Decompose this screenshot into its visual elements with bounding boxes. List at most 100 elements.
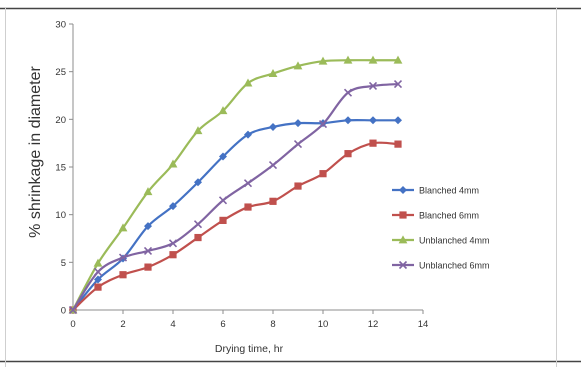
data-point	[318, 56, 328, 65]
legend: Blanched 4mm Blanched 6mm Unblanched 4mm Un…	[392, 186, 490, 271]
y-tick-label: 20	[55, 115, 66, 126]
data-point-stroke	[268, 161, 278, 170]
data-point	[368, 81, 378, 91]
data-point-stroke	[143, 246, 153, 255]
data-point	[194, 233, 202, 242]
data-point	[369, 139, 377, 147]
x-tick-label: 0	[70, 319, 75, 330]
data-point	[399, 186, 407, 194]
series-unblanched-4mm	[68, 55, 403, 314]
data-point	[193, 220, 203, 229]
data-point	[319, 170, 327, 178]
x-tick-label: 10	[318, 319, 329, 330]
data-point-stroke	[293, 140, 303, 149]
legend-item: Unblanched 6mm	[392, 261, 490, 271]
series-blanched-4mm	[69, 116, 402, 314]
data-point	[219, 216, 227, 224]
data-point	[168, 239, 178, 248]
data-point	[293, 61, 303, 70]
x-tick-label: 12	[368, 319, 379, 330]
legend-label: Blanched 4mm	[419, 186, 479, 196]
data-point	[93, 258, 103, 267]
data-point	[269, 197, 277, 205]
data-point	[269, 122, 277, 131]
data-point	[369, 116, 377, 125]
data-point-stroke	[343, 88, 353, 97]
legend-label: Unblanched 6mm	[419, 261, 490, 271]
data-point-stroke	[368, 81, 378, 91]
data-point-stroke	[168, 239, 178, 248]
x-tick-label: 8	[270, 319, 275, 330]
data-point	[368, 55, 378, 64]
data-point-stroke	[393, 79, 403, 89]
data-point	[393, 79, 403, 89]
series-layer	[68, 55, 403, 315]
data-point	[343, 88, 353, 97]
data-point	[293, 140, 303, 149]
x-tick-label: 2	[120, 319, 125, 330]
data-point	[218, 196, 228, 205]
data-point	[94, 275, 102, 284]
data-point	[393, 55, 403, 64]
data-point	[268, 68, 278, 77]
legend-label: Blanched 6mm	[419, 211, 479, 221]
legend-item: Blanched 6mm	[392, 211, 479, 221]
data-point	[169, 202, 177, 211]
data-point-stroke	[93, 267, 103, 276]
data-point	[294, 182, 302, 190]
series-blanched-6mm	[69, 139, 402, 314]
legend-label: Unblanched 4mm	[419, 236, 490, 246]
data-point	[294, 119, 302, 128]
data-point-stroke	[398, 260, 408, 270]
x-tick-label: 14	[418, 319, 429, 330]
y-tick-label: 10	[55, 210, 66, 221]
data-point	[243, 179, 253, 188]
legend-item: Unblanched 4mm	[392, 235, 490, 246]
data-point	[394, 140, 402, 148]
data-point	[169, 251, 177, 259]
data-point	[243, 78, 253, 87]
x-tick-label: 6	[220, 319, 225, 330]
data-point	[244, 130, 252, 139]
data-point	[268, 161, 278, 170]
y-axis-label: % shrinkage in diameter	[27, 66, 44, 238]
data-point	[118, 253, 128, 262]
data-point	[68, 305, 78, 315]
data-point	[144, 263, 152, 271]
data-point	[244, 203, 252, 211]
data-point-stroke	[68, 305, 78, 315]
data-point	[143, 187, 153, 196]
data-point	[398, 260, 408, 270]
data-point	[143, 246, 153, 255]
data-point	[168, 159, 178, 168]
x-tick-label: 4	[170, 319, 175, 330]
series-unblanched-6mm	[68, 79, 403, 315]
data-point	[344, 116, 352, 125]
y-tick-label: 5	[61, 258, 66, 269]
data-point	[194, 178, 202, 187]
data-point	[144, 222, 152, 231]
y-tick-label: 30	[55, 20, 66, 31]
data-point	[118, 223, 128, 232]
data-point	[343, 55, 353, 64]
y-tick-label: 15	[55, 163, 66, 174]
data-point	[399, 211, 407, 219]
data-point	[93, 267, 103, 276]
series-line	[72, 118, 398, 311]
x-axis-label: Drying time, hr	[215, 343, 284, 355]
data-point	[218, 106, 228, 115]
data-point-stroke	[243, 179, 253, 188]
y-tick-label: 25	[55, 67, 66, 78]
data-point	[119, 271, 127, 279]
data-point	[193, 126, 203, 135]
data-point	[219, 152, 227, 161]
y-tick-label: 0	[61, 306, 66, 317]
data-point	[398, 235, 408, 244]
data-point	[344, 150, 352, 158]
data-point	[318, 120, 328, 129]
data-point-stroke	[193, 220, 203, 229]
data-point	[94, 283, 102, 291]
axes: 0 5 10 15 20 25 30 0 2 4 6 8 10 12 14	[55, 20, 428, 331]
